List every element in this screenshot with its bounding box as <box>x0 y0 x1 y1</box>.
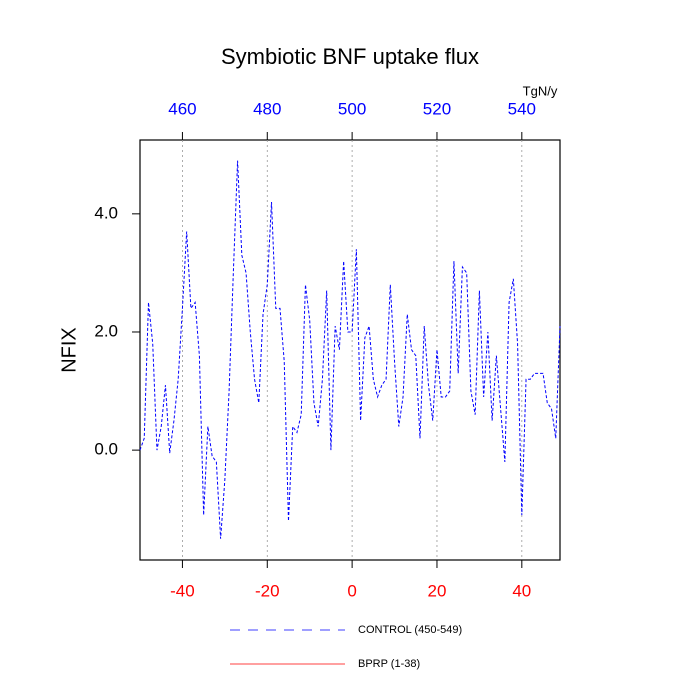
y-tick-label: 2.0 <box>94 321 118 340</box>
y-tick-label: 0.0 <box>94 440 118 459</box>
chart-title: Symbiotic BNF uptake flux <box>221 44 479 69</box>
x2-tick-label: -20 <box>255 581 280 600</box>
x-tick-label: 540 <box>508 99 536 118</box>
x-tick-label: 500 <box>338 99 366 118</box>
x-tick-label: 460 <box>168 99 196 118</box>
x2-tick-label: 20 <box>428 581 447 600</box>
series-line <box>139 160 561 539</box>
x-tick-label: 520 <box>423 99 451 118</box>
plot-frame <box>139 139 561 561</box>
legend-label: CONTROL (450-549) <box>358 624 462 636</box>
x2-tick-label: 0 <box>347 581 356 600</box>
legend-label: BPRP (1-38) <box>358 658 420 670</box>
x-tick-label: 480 <box>253 99 281 118</box>
x2-tick-label: -40 <box>170 581 195 600</box>
y-axis-label: NFIX <box>58 327 80 373</box>
y-tick-label: 4.0 <box>94 203 118 222</box>
x-unit-label: TgN/y <box>523 83 558 98</box>
x2-tick-label: 40 <box>512 581 531 600</box>
